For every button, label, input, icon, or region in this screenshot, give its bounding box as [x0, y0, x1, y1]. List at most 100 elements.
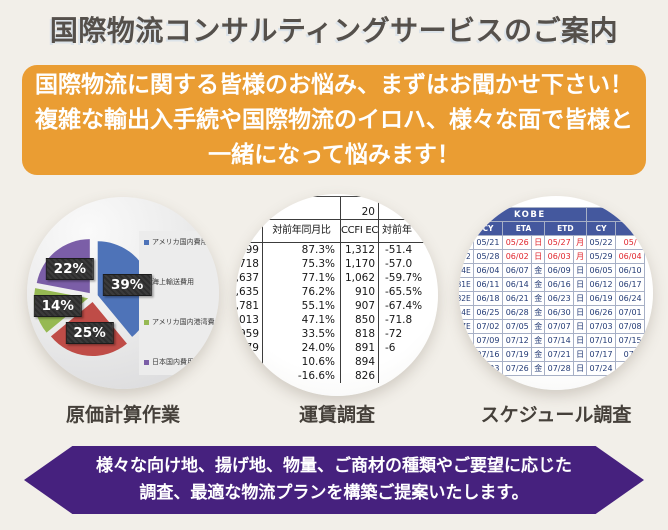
freight-cell	[236, 355, 263, 369]
freight-cell: 818	[341, 327, 379, 341]
cy2-date: 07/10	[585, 333, 617, 348]
proposal-banner: 様々な向け地、揚げ地、物量、ご商材の種類やご要望に応じた 調査、最適な物流プラン…	[24, 446, 644, 514]
etd-day: 日	[573, 263, 587, 278]
proposal-line-2: 調査、最適な物流プランを構築ご提案いたします。	[139, 483, 529, 503]
vessel-code: 81E	[459, 277, 474, 292]
etd-date: 06/30	[543, 305, 575, 320]
ext-date: 06/04	[615, 249, 645, 264]
freight-cell: 77.1%	[263, 271, 341, 285]
schedule-header-row: KOBE	[459, 207, 646, 222]
vessel-code	[459, 333, 474, 348]
eta-date: 06/02	[502, 249, 533, 264]
cost-calculation-image: アメリカ国内費用 海上輸送費用 アメリカ国内港湾費用 日本国内費用 39% 25% 14%…	[27, 197, 219, 389]
schedule-row: 7E 07/02 07/05 金 07/07 日 07/03 07/08	[459, 319, 645, 334]
eta-day: 金	[531, 347, 545, 362]
etd-day: 日	[573, 291, 587, 306]
eta-day: 金	[531, 305, 545, 320]
freight-cell: -6	[385, 342, 396, 354]
freight-row: 959 33.5% 818 -72	[236, 327, 438, 341]
freight-row: 対前年同月比 CCFI EC 対前年	[236, 219, 438, 243]
cy2-date: 06/26	[585, 305, 617, 320]
etd-date: 07/07	[543, 319, 575, 334]
eta-date: 06/07	[502, 263, 533, 278]
etd-day: 日	[573, 333, 587, 348]
etd-day: 日	[573, 361, 587, 376]
intro-banner: 国際物流に関する皆様のお悩み、まずはお聞かせ下さい！ 複雑な輸出入手続や国際物流…	[22, 65, 646, 175]
legend-label: 海上輸送費用	[152, 278, 194, 286]
caption-schedule-survey: スケジュール調査	[480, 404, 632, 426]
freight-cell: 対前年同月比	[263, 220, 341, 242]
etd-date: 06/16	[543, 277, 575, 292]
freight-cell	[236, 220, 263, 242]
freight-cell	[379, 197, 438, 219]
proposal-line-1: 様々な向け地、揚げ地、物量、ご商材の種類やご要望に応じた	[96, 456, 572, 476]
pie-data-label: 14%	[33, 295, 82, 318]
schedule-row: 07/23 07/26 金 07/28 日 07/24	[459, 361, 645, 376]
freight-cell: 1,062	[341, 271, 379, 285]
col-header: CY	[585, 221, 617, 236]
freight-cell: ,013	[236, 313, 263, 327]
cy-date: 07/02	[472, 319, 504, 334]
freight-cell: -57.0	[385, 258, 413, 270]
col-header: ETD	[543, 221, 587, 236]
freight-cell: 891	[341, 341, 379, 355]
freight-row: ,718 75.3% 1,170 -57.0	[236, 257, 438, 271]
legend-swatch-icon	[144, 319, 149, 325]
eta-day: 金	[531, 319, 545, 334]
cell	[459, 221, 474, 236]
freight-cell: 87.3%	[263, 243, 341, 257]
etd-day: 月	[573, 249, 587, 264]
freight-rate-table: 20 対前年同月比 CCFI EC 対前年 ,699 87.3% 1,312 -51.4,71…	[236, 196, 438, 383]
cy2-date: 06/12	[585, 277, 617, 292]
freight-cell: 55.1%	[263, 299, 341, 313]
cy2-date: 07/03	[585, 319, 617, 334]
cell	[585, 207, 646, 222]
schedule-row: 07/09 07/12 金 07/14 日 07/10 07/15	[459, 333, 645, 348]
freight-cell	[263, 197, 341, 219]
ext-date: 07/01	[615, 305, 645, 320]
eta-day: 金	[531, 263, 545, 278]
col-header: ETA	[502, 221, 545, 236]
ext-date: 07/08	[615, 319, 645, 334]
cy2-date: 07/17	[585, 347, 617, 362]
legend-item: 海上輸送費用	[144, 277, 219, 287]
freight-cell: -65.5%	[385, 286, 423, 298]
legend-swatch-icon	[144, 359, 149, 365]
eta-day: 日	[531, 235, 545, 250]
etd-date: 07/21	[543, 347, 575, 362]
eta-date: 07/26	[502, 361, 533, 376]
freight-cell: 2,781	[236, 299, 263, 313]
schedule-row: 4E 06/04 06/07 金 06/09 日 06/05 06/10	[459, 263, 645, 278]
etd-date: 06/03	[543, 249, 575, 264]
cy2-date: 06/19	[585, 291, 617, 306]
vessel-code: 2	[459, 249, 474, 264]
legend-label: 日本国内費用	[152, 358, 194, 366]
vessel-code: 7E	[459, 319, 474, 334]
freight-cell: -71.8	[385, 314, 413, 326]
freight-cell: 24.0%	[263, 341, 341, 355]
freight-cell: 79	[236, 341, 263, 355]
freight-cell: CCFI EC	[341, 220, 379, 242]
intro-line-2: 複雑な輸出入手続や国際物流のイロハ、様々な面で皆様と	[35, 106, 633, 133]
freight-row: ,699 87.3% 1,312 -51.4	[236, 243, 438, 257]
freight-cell: 1,312	[341, 243, 379, 257]
ext-date	[615, 361, 645, 376]
eta-date: 07/19	[502, 347, 533, 362]
schedule-row: 05/21 05/26 日 05/27 月 05/22 05/	[459, 235, 645, 250]
legend-label: アメリカ国内費用	[152, 238, 208, 246]
etd-date: 06/23	[543, 291, 575, 306]
freight-cell: 1,170	[341, 257, 379, 271]
col-header: CY	[472, 221, 504, 236]
etd-date: 07/14	[543, 333, 575, 348]
intro-line-1: 国際物流に関する皆様のお悩み、まずはお聞かせ下さい！	[35, 71, 633, 98]
cy-date: 07/16	[472, 347, 504, 362]
freight-cell	[379, 355, 438, 369]
etd-day: 日	[573, 319, 587, 334]
page-title: 国際物流コンサルティングサービスのご案内	[49, 14, 619, 47]
cy-date: 06/18	[472, 291, 504, 306]
eta-day: 金	[531, 291, 545, 306]
vessel-code: 82E	[459, 291, 474, 306]
cell	[615, 221, 645, 236]
